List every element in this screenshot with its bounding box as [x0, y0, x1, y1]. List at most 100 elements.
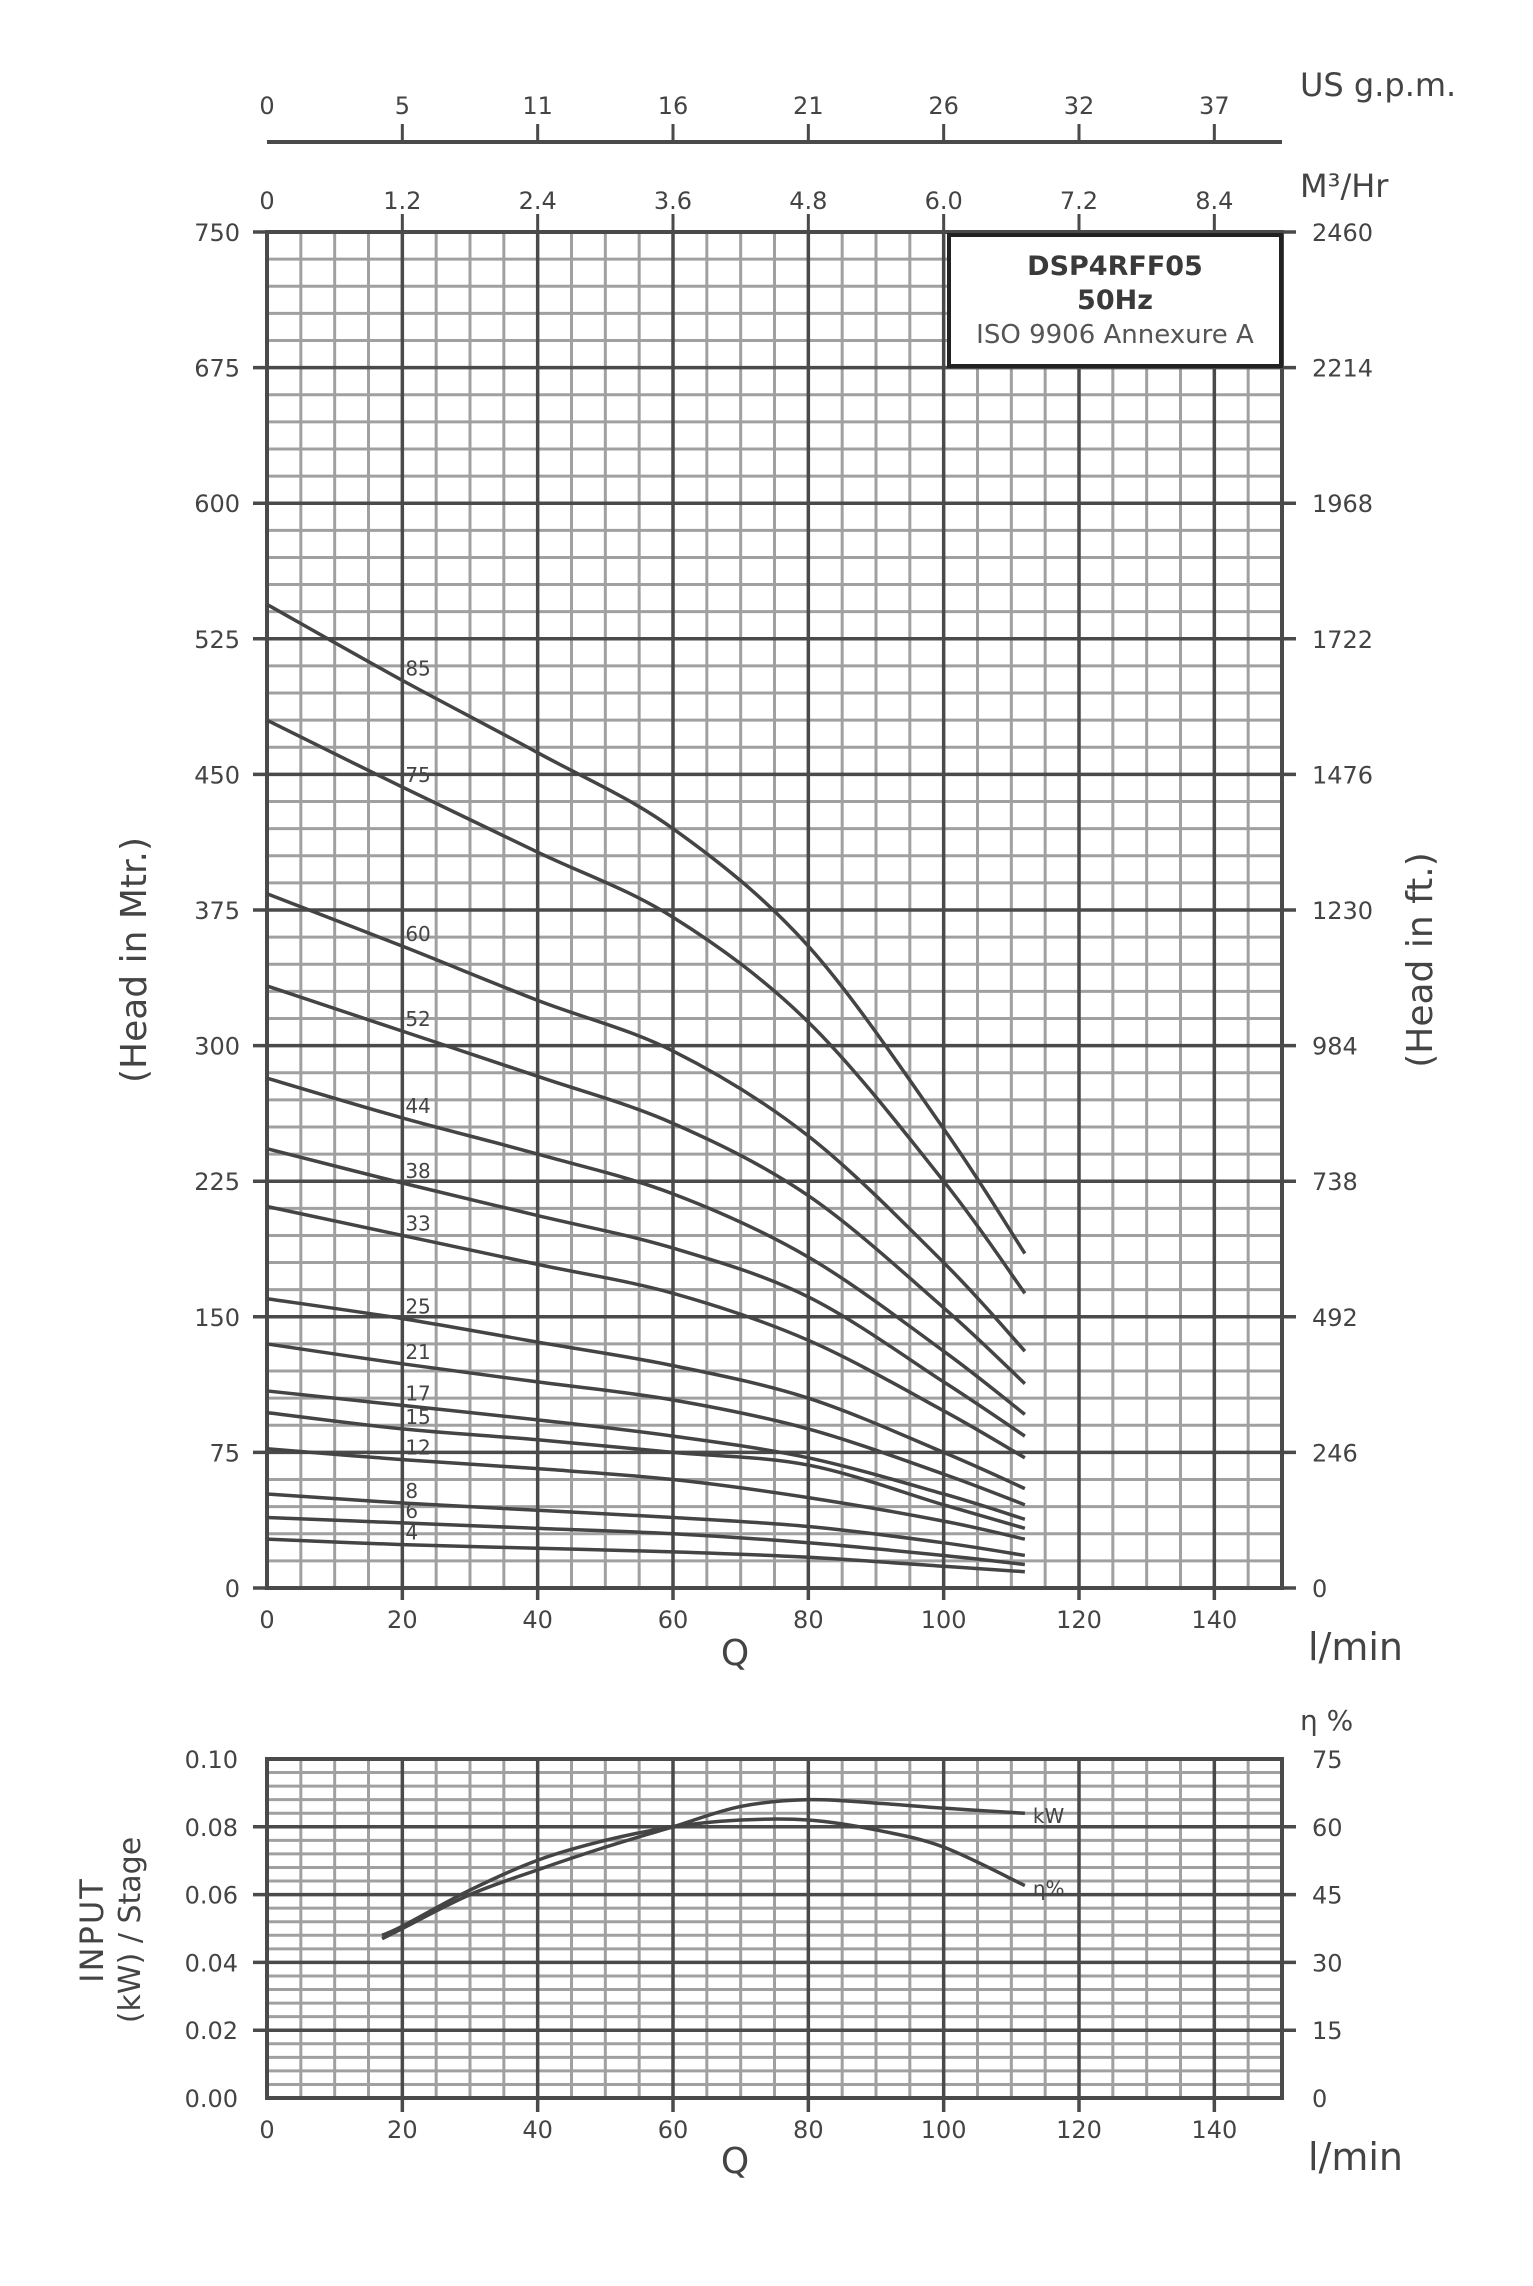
svg-text:2460: 2460 — [1312, 219, 1373, 247]
head-curve-stages-17 — [266, 1389, 1026, 1521]
power-chart-grid — [253, 1757, 1296, 2112]
head-curve-stages-60 — [266, 892, 1027, 1353]
svg-text:80: 80 — [793, 1606, 824, 1634]
stage-label: 52 — [405, 1007, 430, 1031]
m3hr-tick: 2.4 — [519, 187, 557, 215]
m3hr-tick: 1.2 — [383, 187, 421, 215]
svg-text:0: 0 — [225, 1575, 240, 1603]
svg-text:375: 375 — [194, 897, 240, 925]
svg-text:246: 246 — [1312, 1439, 1358, 1467]
svg-text:Q: Q — [721, 2141, 749, 2182]
gpm-tick: 5 — [395, 92, 410, 120]
gpm-tick: 37 — [1199, 92, 1230, 120]
stage-label: 60 — [405, 922, 430, 946]
m3hr-tick: 0 — [259, 187, 274, 215]
svg-text:525: 525 — [194, 626, 240, 654]
gpm-tick: 16 — [658, 92, 689, 120]
svg-text:0.10: 0.10 — [185, 1746, 238, 1774]
svg-text:15: 15 — [1312, 2017, 1343, 2045]
svg-text:Q: Q — [721, 1633, 749, 1674]
svg-text:1230: 1230 — [1312, 897, 1373, 925]
m3hr-tick: 3.6 — [654, 187, 692, 215]
svg-text:150: 150 — [194, 1304, 240, 1332]
svg-text:40: 40 — [522, 2116, 553, 2144]
head-curve-stages-25 — [266, 1296, 1026, 1491]
svg-text:(kW) / Stage: (kW) / Stage — [113, 1837, 148, 2023]
svg-text:η %: η % — [1300, 1704, 1353, 1737]
test-standard: ISO 9906 Annexure A — [976, 319, 1254, 350]
svg-text:492: 492 — [1312, 1304, 1358, 1332]
head-curve-stages-6 — [266, 1515, 1026, 1567]
m3hr-tick: 4.8 — [789, 187, 827, 215]
head-curve-stages-8 — [266, 1492, 1026, 1558]
svg-text:M³/Hr: M³/Hr — [1300, 167, 1389, 205]
head-curve-stages-38 — [266, 1146, 1026, 1438]
svg-text:100: 100 — [921, 2116, 967, 2144]
m3hr-tick: 8.4 — [1195, 187, 1233, 215]
svg-text:1968: 1968 — [1312, 490, 1373, 518]
svg-text:0.08: 0.08 — [185, 1814, 238, 1842]
svg-text:140: 140 — [1191, 2116, 1237, 2144]
svg-text:45: 45 — [1312, 1882, 1343, 1910]
svg-text:1722: 1722 — [1312, 626, 1373, 654]
svg-text:0.00: 0.00 — [185, 2085, 238, 2113]
head-curve-stages-44 — [266, 1076, 1026, 1416]
power-efficiency-curves: kW η% — [381, 1797, 1065, 1941]
svg-text:0.04: 0.04 — [185, 1949, 238, 1977]
gpm-tick: 21 — [793, 92, 824, 120]
svg-text:60: 60 — [1312, 1814, 1343, 1842]
head-curve-stages-21 — [266, 1342, 1026, 1507]
stage-label: 15 — [405, 1405, 430, 1429]
head-curve-stages-12 — [266, 1447, 1026, 1541]
svg-text:750: 750 — [194, 219, 240, 247]
svg-text:0.02: 0.02 — [185, 2017, 238, 2045]
stage-label: 85 — [405, 656, 430, 680]
svg-text:0: 0 — [259, 1606, 274, 1634]
power-curve — [381, 1797, 1025, 1941]
series-label: kW — [1033, 1804, 1065, 1828]
stage-label: 44 — [405, 1094, 430, 1118]
svg-text:0: 0 — [1312, 1575, 1327, 1603]
model-name: DSP4RFF05 — [1027, 250, 1203, 282]
m3hr-tick: 7.2 — [1060, 187, 1098, 215]
head-curve-stages-33 — [266, 1204, 1026, 1460]
svg-text:0.06: 0.06 — [185, 1882, 238, 1910]
stage-label: 21 — [405, 1340, 430, 1364]
gpm-tick: 11 — [522, 92, 553, 120]
svg-text:80: 80 — [793, 2116, 824, 2144]
gpm-tick: 0 — [259, 92, 274, 120]
svg-text:(Head in Mtr.): (Head in Mtr.) — [114, 837, 155, 1083]
head-chart-grid — [253, 124, 1296, 1600]
svg-text:INPUT: INPUT — [73, 1877, 111, 1983]
svg-text:US g.p.m.: US g.p.m. — [1300, 66, 1456, 104]
head-curve-stages-4 — [266, 1537, 1025, 1574]
svg-text:225: 225 — [194, 1168, 240, 1196]
stage-label: 4 — [405, 1521, 418, 1545]
head-curve-stages-15 — [266, 1410, 1026, 1531]
svg-text:75: 75 — [209, 1439, 240, 1467]
head-curve-stages-85 — [266, 602, 1027, 1255]
svg-text:738: 738 — [1312, 1168, 1358, 1196]
svg-text:20: 20 — [387, 1606, 418, 1634]
svg-text:0: 0 — [259, 2116, 274, 2144]
stage-label: 33 — [405, 1211, 430, 1235]
svg-text:600: 600 — [194, 490, 240, 518]
stage-label: 6 — [405, 1499, 418, 1523]
svg-text:75: 75 — [1312, 1746, 1343, 1774]
svg-text:60: 60 — [658, 1606, 689, 1634]
svg-text:2214: 2214 — [1312, 355, 1373, 383]
gpm-tick: 26 — [928, 92, 959, 120]
svg-text:450: 450 — [194, 761, 240, 789]
frequency: 50Hz — [1077, 284, 1153, 316]
head-curve-stages-75 — [266, 718, 1027, 1295]
svg-text:120: 120 — [1056, 2116, 1102, 2144]
stage-label: 25 — [405, 1295, 430, 1319]
svg-text:1476: 1476 — [1312, 761, 1373, 789]
svg-text:20: 20 — [387, 2116, 418, 2144]
efficiency-curve — [381, 1817, 1026, 1937]
svg-text:l/min: l/min — [1308, 1625, 1403, 1669]
svg-text:0: 0 — [1312, 2085, 1327, 2113]
